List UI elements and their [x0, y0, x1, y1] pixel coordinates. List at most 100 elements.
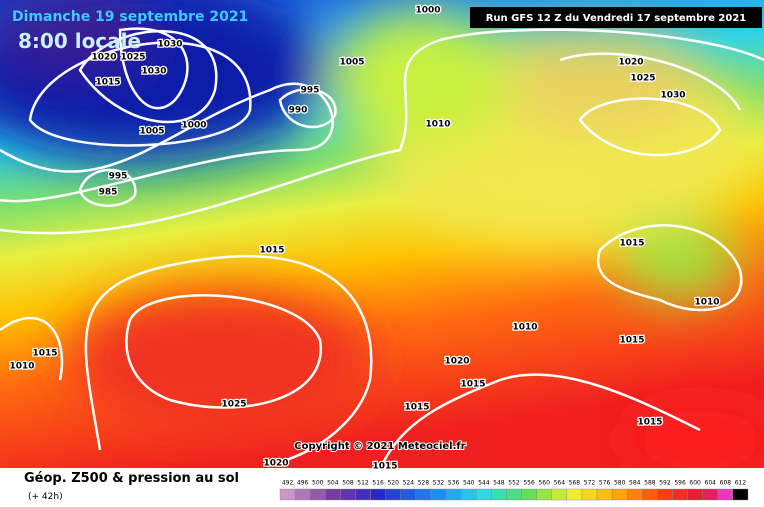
- isobar-label: 1030: [157, 40, 182, 50]
- scale-cell: [551, 488, 568, 501]
- scale-cell: [385, 488, 401, 501]
- isobar-label: 1005: [339, 58, 364, 68]
- scale-label: 520: [387, 480, 399, 487]
- scale-cell: [596, 488, 613, 501]
- scale-cell: [702, 488, 719, 501]
- isobar-label: 1000: [181, 121, 206, 131]
- scale-cell: [476, 488, 492, 501]
- scale-label: 572: [584, 480, 596, 487]
- field-blobs: [0, 0, 764, 470]
- scale-cell: [370, 488, 386, 501]
- scale-cell: [581, 488, 598, 501]
- isobar-label: 1015: [404, 403, 429, 413]
- isobar-label: 1015: [372, 462, 397, 472]
- isobar-label: 1010: [694, 298, 719, 308]
- isobar-label: 1015: [95, 78, 120, 88]
- scale-cell: [340, 488, 356, 501]
- scale-cell: [687, 488, 703, 501]
- scale-cell: [672, 488, 688, 501]
- isobar-label: 1025: [630, 74, 655, 84]
- scale-label: 592: [659, 480, 671, 487]
- scale-label: 540: [463, 480, 475, 487]
- isobar-label: 1020: [263, 459, 288, 469]
- legend-bar: [0, 468, 764, 507]
- scale-label: 600: [689, 480, 701, 487]
- isobar-label: 1015: [259, 246, 284, 256]
- map-date: Dimanche 19 septembre 2021: [12, 9, 248, 25]
- legend-lead: (+ 42h): [28, 492, 63, 502]
- isobar-label: 995: [301, 86, 320, 96]
- scale-label: 596: [674, 480, 686, 487]
- isobar-label: 1015: [32, 349, 57, 359]
- scale-label: 548: [493, 480, 505, 487]
- map-time: 8:00 locale: [18, 29, 141, 53]
- scale-label: 588: [644, 480, 656, 487]
- scale-cell: [627, 488, 643, 501]
- scale-label: 528: [418, 480, 430, 487]
- isobar-label: 1015: [619, 336, 644, 346]
- scale-cell: [521, 488, 537, 501]
- isobar-label: 1000: [415, 6, 440, 16]
- scale-label: 608: [720, 480, 732, 487]
- scale-cell: [445, 488, 462, 501]
- scale-label: 612: [735, 480, 747, 487]
- scale-cell: [717, 488, 734, 501]
- scale-label: 568: [569, 480, 581, 487]
- scale-cell: [279, 488, 296, 501]
- scale-cell: [491, 488, 507, 501]
- scale-cell: [415, 488, 432, 501]
- scale-label: 500: [312, 480, 324, 487]
- isobar-label: 1010: [9, 362, 34, 372]
- scale-cell: [642, 488, 658, 501]
- scale-label: 552: [508, 480, 520, 487]
- run-box: [470, 7, 762, 28]
- run-info: Run GFS 12 Z du Vendredi 17 septembre 20…: [486, 13, 747, 24]
- scale-cell: [732, 488, 749, 501]
- scale-label: 532: [433, 480, 445, 487]
- isobar-label: 990: [289, 106, 308, 116]
- scale-cell: [506, 488, 522, 501]
- scale-label: 516: [372, 480, 384, 487]
- scale-label: 560: [538, 480, 550, 487]
- scale-cell: [400, 488, 417, 501]
- scale-cell: [611, 488, 628, 501]
- scale-cell: [536, 488, 552, 501]
- isobar-label: 1010: [425, 120, 450, 130]
- scale-cell: [430, 488, 447, 501]
- isobar-label: 1020: [618, 58, 643, 68]
- scale-label: 604: [705, 480, 717, 487]
- isobar-label: 1030: [141, 67, 166, 77]
- legend-title: Géop. Z500 & pression au sol: [24, 471, 239, 486]
- isobar-label: 1020: [91, 53, 116, 63]
- isobar-label: 1025: [221, 400, 246, 410]
- isobar-label: 1015: [460, 380, 485, 390]
- scale-label: 504: [327, 480, 339, 487]
- scale-label: 536: [448, 480, 460, 487]
- isobar-label: 985: [99, 188, 118, 198]
- scale-label: 508: [342, 480, 354, 487]
- scale-label: 496: [297, 480, 309, 487]
- scale-cell: [657, 488, 673, 501]
- isobar-label: 995: [109, 172, 128, 182]
- scale-cell: [309, 488, 326, 501]
- scale-label: 576: [599, 480, 611, 487]
- scale-cell: [325, 488, 341, 501]
- isobar-label: 1025: [120, 53, 145, 63]
- isobar-label: 1015: [637, 418, 662, 428]
- scale-cell: [460, 488, 477, 501]
- isobar-label: 1010: [512, 323, 537, 333]
- scale-cell: [566, 488, 583, 501]
- scale-label: 512: [357, 480, 369, 487]
- isobars: [0, 27, 764, 471]
- scale-label: 556: [523, 480, 535, 487]
- scale-cell: [294, 488, 311, 501]
- scale-label: 584: [629, 480, 641, 487]
- scale-label: 564: [554, 480, 566, 487]
- isobar-label: 1005: [139, 127, 164, 137]
- scale-label: 492: [282, 480, 294, 487]
- isobar-label: 1015: [619, 239, 644, 249]
- isobar-label: 1020: [444, 357, 469, 367]
- scale-label: 524: [403, 480, 415, 487]
